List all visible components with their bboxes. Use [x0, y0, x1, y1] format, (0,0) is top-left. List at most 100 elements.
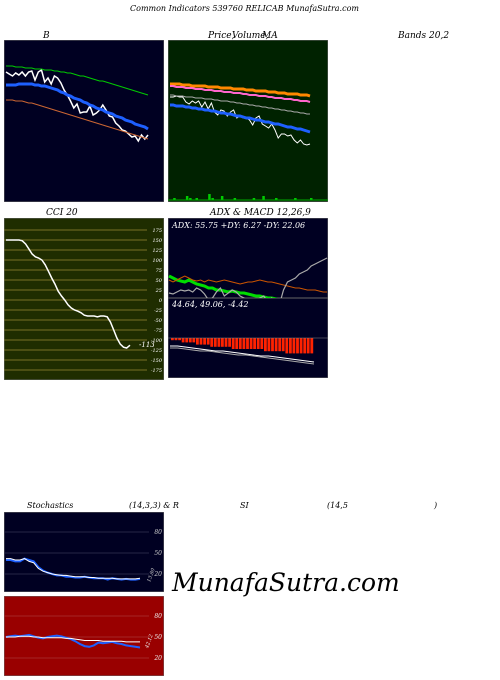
volume-bar	[185, 196, 189, 200]
adx-panel: ADX: 55.75 +DY: 6.27 -DY: 22.06	[168, 218, 328, 298]
rsi-panel: 80 50 20 42.12	[4, 596, 164, 676]
cci-chart: 175 150 125 100 75 50 25 0 -25 -50 -75 -100 -125 -150…	[4, 218, 164, 380]
macd-hist-bar	[306, 338, 310, 354]
bollinger-series-line	[5, 68, 149, 143]
price-ma-chart	[168, 40, 328, 202]
macd-hist-bar	[242, 338, 246, 349]
macd-hist-bar	[221, 338, 224, 347]
cci-tick-label: 100	[152, 258, 162, 264]
macd-panel: 44.64, 49.06, -4.42	[168, 298, 328, 378]
stoch-params: (14,3,3) & R	[129, 501, 179, 510]
cci-tick-label: -175	[151, 368, 162, 374]
macd-hist-bar	[285, 338, 289, 354]
volume-bar	[233, 198, 237, 200]
rsi-close: )	[434, 501, 438, 510]
stoch-tick-label: 80	[154, 529, 162, 536]
macd-hist-bar	[292, 338, 296, 354]
cci-tick-label: -150	[151, 358, 163, 364]
page-title: Common Indicators 539760 RELICAB MunafaS…	[130, 4, 359, 13]
macd-hist-bar	[203, 338, 206, 345]
bollinger-series-line	[6, 99, 149, 140]
rsi-params: (14,5	[327, 501, 348, 510]
macd-hist-bar	[256, 338, 260, 349]
cci-tick-label: 75	[156, 268, 162, 274]
volume-bar	[252, 198, 256, 200]
volume-bar	[275, 198, 278, 200]
adx-series-line	[168, 275, 327, 293]
macd-hist-bar	[231, 338, 235, 349]
macd-hist-bar	[210, 338, 214, 347]
macd-hist-bar	[267, 338, 271, 352]
ma-title: MA	[262, 31, 278, 41]
cci-tick-label: -75	[154, 328, 162, 334]
watermark-text: MunafaSutra.com	[172, 568, 400, 597]
cci-tick-label: -125	[151, 348, 162, 354]
macd-hist-bar	[213, 338, 217, 347]
macd-hist-bar	[206, 338, 210, 345]
cci-tick-label: 0	[159, 298, 163, 304]
macd-hist-bar	[228, 338, 231, 347]
macd-hist-bar	[264, 338, 267, 352]
volume-bar	[211, 198, 214, 200]
cci-title: CCI 20	[46, 208, 78, 218]
macd-hist-bar	[185, 338, 189, 343]
volume-bar	[294, 198, 297, 200]
cci-tick-label: 125	[152, 248, 162, 254]
stochastics-panel: 80 50 20 13.80	[4, 512, 164, 592]
volume-bar	[173, 198, 176, 200]
price-title: Price,	[208, 31, 235, 41]
cci-tick-label: -50	[154, 318, 163, 324]
rsi-last-value: 42.12	[144, 634, 155, 650]
macd-hist-bar	[192, 338, 196, 343]
macd-hist-bar	[299, 338, 303, 354]
macd-hist-bar	[271, 338, 274, 352]
bollinger-chart	[4, 40, 164, 202]
cci-tick-label: -100	[151, 338, 163, 344]
bollinger-panel	[4, 40, 164, 202]
rsi-chart: 80 50 20 42.12	[4, 596, 164, 676]
cci-line	[6, 239, 131, 349]
cci-tick-label: 150	[152, 238, 162, 244]
adx-series-line	[168, 274, 278, 298]
cci-tick-label: 25	[155, 288, 162, 294]
price-ma-series-line	[170, 82, 311, 98]
rsi-title: SI	[240, 501, 249, 510]
stoch-tick-label: 20	[153, 571, 162, 578]
volume-bar	[310, 198, 313, 200]
macd-hist-bar	[224, 338, 228, 347]
macd-hist-bar	[171, 338, 174, 341]
price-ma-series-line	[170, 94, 310, 115]
volume-bar	[262, 196, 265, 200]
macd-hist-bar	[253, 338, 256, 349]
macd-line	[170, 345, 315, 363]
price-ma-series-line	[170, 103, 311, 134]
volume-bar	[220, 196, 224, 200]
adx-chart: ADX: 55.75 +DY: 6.27 -DY: 22.06	[168, 218, 328, 298]
stoch-title: Stochastics	[27, 501, 74, 510]
volume-bar	[208, 194, 211, 200]
price-ma-panel	[168, 40, 328, 202]
macd-chart: 44.64, 49.06, -4.42	[168, 298, 328, 378]
volume-bar	[195, 198, 198, 200]
rsi-tick-label: 50	[154, 634, 162, 641]
adx-macd-title: ADX & MACD 12,26,9	[210, 208, 311, 218]
macd-hist-bar	[274, 338, 278, 352]
macd-hist-bar	[260, 338, 264, 349]
cci-panel: 175 150 125 100 75 50 25 0 -25 -50 -75 -100 -125 -150…	[4, 218, 164, 380]
macd-hist-bar	[310, 338, 314, 354]
macd-hist-bar	[278, 338, 282, 352]
macd-hist-bar	[249, 338, 253, 349]
macd-hist-bar	[181, 338, 185, 343]
stoch-series-line	[6, 558, 141, 580]
macd-hist-bar	[303, 338, 307, 354]
macd-hist-bar	[235, 338, 239, 349]
macd-hist-bar	[188, 338, 192, 343]
macd-hist-bar	[196, 338, 199, 345]
macd-hist-bar	[178, 338, 181, 341]
volume-bar	[189, 198, 192, 200]
cci-tick-label: 50	[156, 278, 163, 284]
macd-label: 44.64, 49.06, -4.42	[171, 300, 249, 309]
volume-title: Volume,	[232, 31, 269, 41]
rsi-series-line	[5, 633, 141, 649]
